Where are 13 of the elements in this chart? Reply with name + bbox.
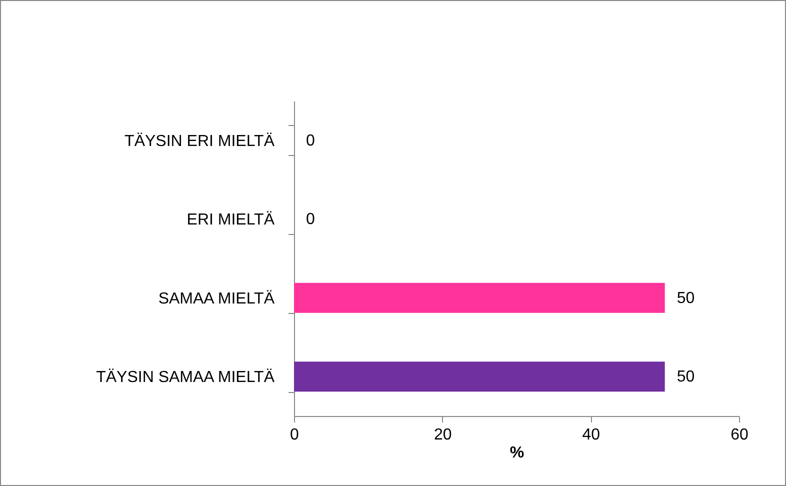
data-label: 0 xyxy=(306,211,315,228)
y-tick-label: ERI MIELTÄ xyxy=(186,210,275,229)
x-tick-label: 0 xyxy=(290,426,300,444)
data-label: 0 xyxy=(306,132,315,150)
data-label: 50 xyxy=(676,290,695,307)
y-tick-label: TÄYSIN ERI MIELTÄ xyxy=(124,132,275,150)
x-tick-label: 60 xyxy=(730,426,748,444)
data-label: 50 xyxy=(676,368,695,386)
x-tick-label: 40 xyxy=(582,426,600,444)
y-tick-label: SAMAA MIELTÄ xyxy=(158,289,275,308)
y-tick-label: TÄYSIN SAMAA MIELTÄ xyxy=(96,368,275,386)
x-tick-label: 20 xyxy=(434,426,452,444)
x-axis-title: % xyxy=(510,444,524,462)
